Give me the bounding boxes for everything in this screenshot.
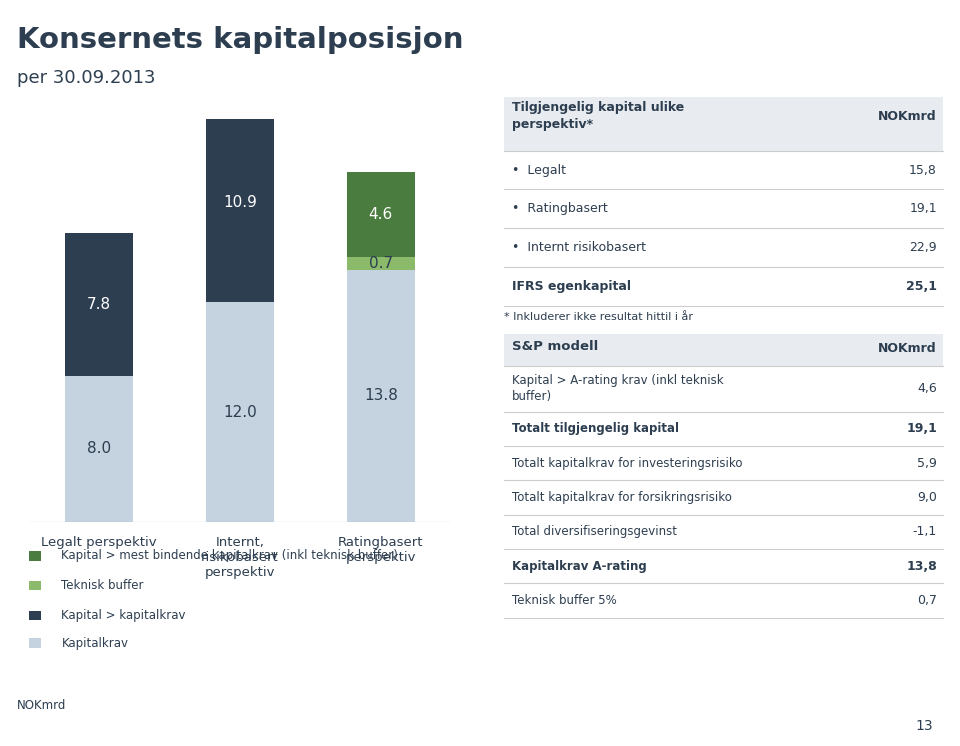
Text: 13: 13 [916,718,933,733]
Text: 7.8: 7.8 [87,297,111,312]
Text: Kapitalkrav: Kapitalkrav [61,636,129,650]
Text: 15,8: 15,8 [909,163,937,177]
Text: Kapital > A-rating krav (inkl teknisk
buffer): Kapital > A-rating krav (inkl teknisk bu… [512,374,723,403]
Bar [206,302,274,522]
Text: NOKmrd: NOKmrd [878,342,937,354]
Text: Kapital > kapitalkrav: Kapital > kapitalkrav [61,609,186,622]
Text: 19,1: 19,1 [906,422,937,436]
Text: per 30.09.2013: per 30.09.2013 [17,69,156,87]
Text: 4,6: 4,6 [917,382,937,395]
Text: Teknisk buffer 5%: Teknisk buffer 5% [512,594,616,607]
Text: -1,1: -1,1 [913,525,937,539]
Text: 0.7: 0.7 [369,256,393,271]
Bar [347,172,415,257]
Text: Kapital > mest bindende kapitalkrav (inkl teknisk buffer): Kapital > mest bindende kapitalkrav (ink… [61,549,398,562]
Text: 0,7: 0,7 [917,594,937,607]
Text: NOKmrd: NOKmrd [17,700,66,712]
Text: 10.9: 10.9 [223,195,257,210]
Text: S&P modell: S&P modell [512,340,598,353]
Text: 5,9: 5,9 [917,457,937,470]
Text: Totalt kapitalkrav for investeringsrisiko: Totalt kapitalkrav for investeringsrisik… [512,457,742,470]
Text: 25,1: 25,1 [906,280,937,293]
Text: •  Legalt: • Legalt [512,163,565,177]
Bar [206,103,274,302]
Text: Teknisk buffer: Teknisk buffer [61,579,144,592]
Text: Totalt kapitalkrav for forsikringsrisiko: Totalt kapitalkrav for forsikringsrisiko [512,491,732,504]
Text: 9,0: 9,0 [917,491,937,504]
Text: NOKmrd: NOKmrd [878,110,937,123]
Text: 8.0: 8.0 [87,442,111,457]
Text: Totalt tilgjengelig kapital: Totalt tilgjengelig kapital [512,422,679,436]
Text: 12.0: 12.0 [223,405,257,420]
Text: 22,9: 22,9 [909,241,937,254]
Text: Konsernets kapitalposisjon: Konsernets kapitalposisjon [17,26,464,54]
Circle shape [884,7,911,33]
Text: •  Internt risikobasert: • Internt risikobasert [512,241,646,254]
Text: 13,8: 13,8 [906,560,937,573]
Text: IFRS egenkapital: IFRS egenkapital [512,280,631,293]
Polygon shape [879,32,916,65]
Text: Tilgjengelig kapital ulike
perspektiv*: Tilgjengelig kapital ulike perspektiv* [512,101,684,131]
Text: 13.8: 13.8 [364,389,397,404]
Bar [347,257,415,269]
Text: * Inkluderer ikke resultat hittil i år: * Inkluderer ikke resultat hittil i år [504,312,693,322]
Text: Total diversifiseringsgevinst: Total diversifiseringsgevinst [512,525,677,539]
Bar [347,269,415,522]
Text: Kapitalkrav A-rating: Kapitalkrav A-rating [512,560,646,573]
Bar [65,376,133,522]
Text: 4.6: 4.6 [369,207,393,222]
Text: 19,1: 19,1 [909,202,937,216]
Bar [65,233,133,376]
Text: •  Ratingbasert: • Ratingbasert [512,202,608,216]
